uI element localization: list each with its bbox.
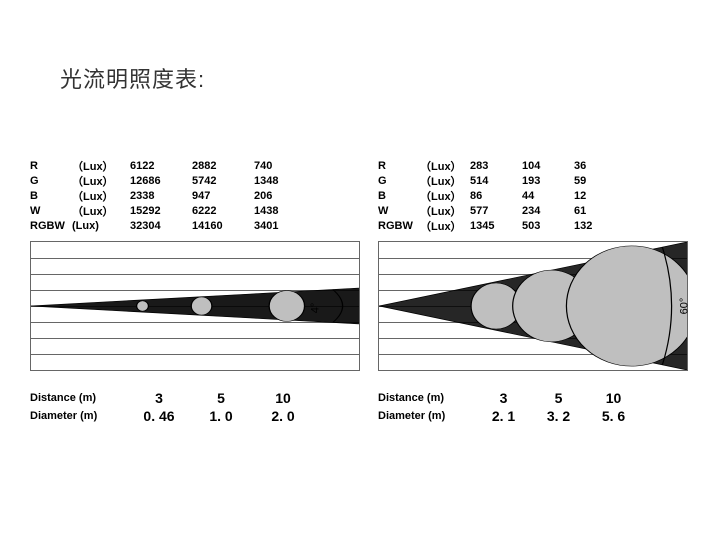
- distance-row: Distance (m) 3 5 10: [30, 389, 360, 407]
- beam-diagram-narrow: 4°: [30, 241, 360, 371]
- diameter-value: 1. 0: [190, 408, 252, 424]
- channel-label: R: [30, 160, 72, 172]
- channel-label: B: [30, 190, 72, 202]
- lux-row-b: B （Lux） 86 44 12: [378, 188, 688, 203]
- distance-value: 10: [586, 390, 641, 406]
- panel-narrow-beam: R （Lux） 6122 2882 740 G （Lux） 12686 5742…: [30, 158, 360, 425]
- lux-value: 6122: [130, 160, 192, 172]
- unit-label: （Lux）: [420, 218, 470, 234]
- channel-label: W: [378, 205, 420, 217]
- distance-label: Distance (m): [378, 392, 476, 404]
- distance-value: 5: [190, 390, 252, 406]
- lux-value: 2338: [130, 190, 192, 202]
- lux-value: 1348: [254, 175, 316, 187]
- distance-value: 10: [252, 390, 314, 406]
- channel-label: W: [30, 205, 72, 217]
- page-title: 光流明照度表:: [60, 62, 205, 94]
- lux-value: 44: [522, 190, 574, 202]
- lux-value: 947: [192, 190, 254, 202]
- lux-row-rgbw: RGBW （Lux） 1345 503 132: [378, 218, 688, 233]
- diameter-row: Diameter (m) 0. 46 1. 0 2. 0: [30, 407, 360, 425]
- unit-label: （Lux）: [72, 188, 130, 204]
- distance-label: Distance (m): [30, 392, 128, 404]
- lux-value: 740: [254, 160, 316, 172]
- diameter-value: 3. 2: [531, 408, 586, 424]
- lux-value: 3401: [254, 220, 316, 232]
- channel-label: RGBW: [30, 220, 72, 232]
- lux-row-r: R （Lux） 6122 2882 740: [30, 158, 360, 173]
- lux-row-r: R （Lux） 283 104 36: [378, 158, 688, 173]
- lux-value: 283: [470, 160, 522, 172]
- footer-left: Distance (m) 3 5 10 Diameter (m) 0. 46 1…: [30, 389, 360, 425]
- unit-label: （Lux）: [420, 188, 470, 204]
- beam-svg-wide: [379, 242, 687, 370]
- channel-label: G: [378, 175, 420, 187]
- unit-label: (Lux): [72, 220, 130, 232]
- lux-value: 36: [574, 160, 626, 172]
- lux-value: 1438: [254, 205, 316, 217]
- lux-value: 234: [522, 205, 574, 217]
- channel-label: RGBW: [378, 220, 420, 232]
- beam-diagram-wide: 60°: [378, 241, 688, 371]
- lux-value: 193: [522, 175, 574, 187]
- distance-value: 5: [531, 390, 586, 406]
- channel-label: G: [30, 175, 72, 187]
- lux-value: 5742: [192, 175, 254, 187]
- distance-value: 3: [476, 390, 531, 406]
- lux-table-left: R （Lux） 6122 2882 740 G （Lux） 12686 5742…: [30, 158, 360, 233]
- lux-value: 12686: [130, 175, 192, 187]
- unit-label: （Lux）: [72, 203, 130, 219]
- diameter-value: 2. 0: [252, 408, 314, 424]
- lux-row-g: G （Lux） 12686 5742 1348: [30, 173, 360, 188]
- lux-value: 61: [574, 205, 626, 217]
- channel-label: R: [378, 160, 420, 172]
- lux-value: 206: [254, 190, 316, 202]
- beam-angle-label: 60°: [679, 298, 691, 315]
- lux-row-w: W （Lux） 577 234 61: [378, 203, 688, 218]
- lux-value: 2882: [192, 160, 254, 172]
- lux-value: 15292: [130, 205, 192, 217]
- lux-value: 1345: [470, 220, 522, 232]
- lux-value: 514: [470, 175, 522, 187]
- lux-value: 12: [574, 190, 626, 202]
- diameter-row: Diameter (m) 2. 1 3. 2 5. 6: [378, 407, 688, 425]
- distance-value: 3: [128, 390, 190, 406]
- unit-label: （Lux）: [420, 173, 470, 189]
- lux-value: 59: [574, 175, 626, 187]
- lux-value: 503: [522, 220, 574, 232]
- unit-label: （Lux）: [72, 158, 130, 174]
- lux-row-rgbw: RGBW (Lux) 32304 14160 3401: [30, 218, 360, 233]
- lux-value: 6222: [192, 205, 254, 217]
- unit-label: （Lux）: [420, 158, 470, 174]
- diameter-value: 0. 46: [128, 408, 190, 424]
- diameter-label: Diameter (m): [30, 410, 128, 422]
- lux-value: 132: [574, 220, 626, 232]
- unit-label: （Lux）: [72, 173, 130, 189]
- lux-value: 14160: [192, 220, 254, 232]
- lux-value: 577: [470, 205, 522, 217]
- footer-right: Distance (m) 3 5 10 Diameter (m) 2. 1 3.…: [378, 389, 688, 425]
- lux-row-g: G （Lux） 514 193 59: [378, 173, 688, 188]
- diameter-label: Diameter (m): [378, 410, 476, 422]
- lux-row-w: W （Lux） 15292 6222 1438: [30, 203, 360, 218]
- lux-row-b: B （Lux） 2338 947 206: [30, 188, 360, 203]
- lux-table-right: R （Lux） 283 104 36 G （Lux） 514 193 59 B …: [378, 158, 688, 233]
- distance-row: Distance (m) 3 5 10: [378, 389, 688, 407]
- channel-label: B: [378, 190, 420, 202]
- diameter-value: 2. 1: [476, 408, 531, 424]
- diameter-value: 5. 6: [586, 408, 641, 424]
- lux-value: 86: [470, 190, 522, 202]
- unit-label: （Lux）: [420, 203, 470, 219]
- lux-value: 32304: [130, 220, 192, 232]
- panel-wide-beam: R （Lux） 283 104 36 G （Lux） 514 193 59 B …: [378, 158, 688, 425]
- lux-value: 104: [522, 160, 574, 172]
- beam-angle-label: 4°: [310, 303, 322, 314]
